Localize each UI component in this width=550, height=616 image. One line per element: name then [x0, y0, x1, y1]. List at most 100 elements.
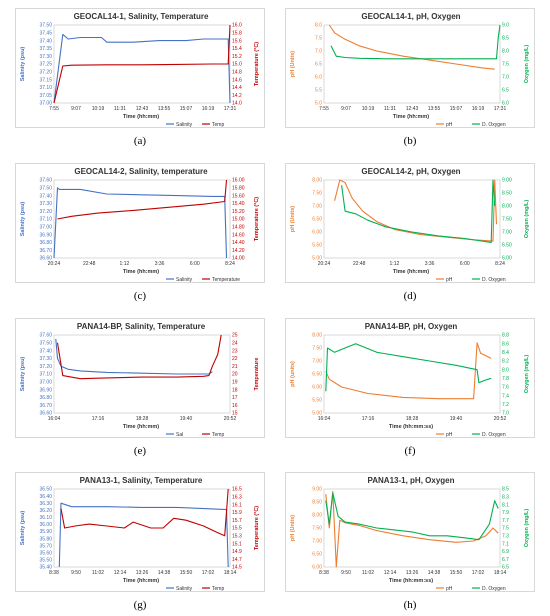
x-tick-label: 13:55 — [158, 106, 171, 112]
y-right-tick-label: 16.0 — [232, 23, 242, 29]
caption-f: (f) — [404, 445, 416, 457]
y-right-tick-label: 16.3 — [232, 495, 242, 501]
x-axis-label: Time (hh:mm:ss) — [389, 578, 433, 584]
x-axis-label: Time (hh:mm) — [123, 269, 159, 275]
x-tick-label: 9:50 — [341, 570, 351, 576]
x-tick-label: 20:52 — [224, 416, 237, 422]
y-left-tick-label: 36.60 — [39, 411, 52, 417]
plot-area — [323, 179, 501, 259]
y-left-tick-label: 37.50 — [39, 186, 52, 192]
y-right-axis-label: Oxygen (mg/L) — [524, 45, 530, 84]
y-left-tick-label: 6.00 — [312, 385, 322, 391]
y-left-tick-label: 5.50 — [312, 243, 322, 249]
y-left-tick-label: 7.00 — [312, 359, 322, 365]
y-right-tick-label: 7.8 — [502, 376, 509, 382]
y-left-tick-label: 37.40 — [39, 38, 52, 44]
y-left-tick-label: 9.00 — [312, 487, 322, 493]
y-left-tick-label: 7.50 — [312, 346, 322, 352]
x-tick-label: 16:19 — [472, 106, 485, 112]
y-right-axis-label: Oxygen (mg/L) — [524, 509, 530, 548]
y-right-tick-label: 6.7 — [502, 557, 509, 563]
x-tick-label: 10:19 — [92, 106, 105, 112]
x-tick-label: 20:52 — [494, 416, 507, 422]
y-left-tick-label: 37.25 — [39, 62, 52, 68]
y-right-tick-label: 14.6 — [232, 77, 242, 83]
caption-h: (h) — [403, 599, 417, 611]
y-right-tick-label: 15.2 — [232, 54, 242, 60]
series-line — [325, 342, 492, 400]
x-axis-label: Time (hh:mm) — [123, 578, 159, 584]
y-left-tick-label: 35.50 — [39, 558, 52, 564]
y-left-tick-label: 6.50 — [312, 552, 322, 558]
y-left-tick-label: 7.00 — [312, 539, 322, 545]
y-left-tick-label: 8.00 — [312, 513, 322, 519]
x-tick-label: 13:55 — [428, 106, 441, 112]
legend-label: pH — [446, 586, 453, 592]
chart-title: PANA13-1, Salinity, Temperature — [80, 476, 203, 485]
y-right-tick-label: 8.8 — [502, 333, 509, 339]
legend-label: D. Oxygen — [482, 432, 506, 438]
y-left-tick-label: 8.00 — [312, 178, 322, 184]
chart-svg: PANA14-BP, Salinity, Temperature 36.60 36.… — [20, 322, 260, 438]
y-right-tick-label: 8.1 — [502, 502, 509, 508]
y-left-axis-label: pH (Units) — [290, 515, 296, 541]
y-left-tick-label: 37.40 — [39, 193, 52, 199]
legend-label: D. Oxygen — [482, 586, 506, 592]
y-left-tick-label: 37.60 — [39, 178, 52, 184]
series-line — [58, 502, 229, 568]
y-right-tick-label: 8.2 — [502, 359, 509, 365]
legend-label: Temp — [212, 122, 224, 128]
plot-area — [53, 179, 231, 259]
y-left-tick-label: 37.50 — [39, 23, 52, 29]
x-tick-label: 7:55 — [49, 106, 59, 112]
y-right-tick-label: 8.6 — [502, 341, 509, 347]
x-tick-label: 15:07 — [180, 106, 193, 112]
x-tick-label: 17:31 — [224, 106, 237, 112]
y-right-tick-label: 22 — [232, 356, 238, 362]
y-right-tick-label: 7.6 — [502, 385, 509, 391]
y-right-tick-label: 9.0 — [502, 23, 509, 29]
legend-label: D. Oxygen — [482, 122, 506, 128]
y-right-tick-label: 15.6 — [232, 38, 242, 44]
y-left-tick-label: 36.40 — [39, 494, 52, 500]
y-left-axis-label: pH (Units) — [290, 51, 296, 77]
y-right-tick-label: 7.50 — [502, 217, 512, 223]
x-tick-label: 15:50 — [180, 570, 193, 576]
y-right-tick-label: 15.40 — [232, 201, 245, 207]
y-left-tick-label: 7.00 — [312, 204, 322, 210]
y-right-axis-label: Oxygen (mg/L) — [524, 200, 530, 239]
y-left-axis-label: Salinity (psu) — [20, 357, 26, 392]
x-tick-label: 19:40 — [450, 416, 463, 422]
y-left-tick-label: 6.5 — [315, 62, 322, 68]
y-left-tick-label: 36.70 — [39, 403, 52, 409]
x-axis-label: Time (hh:mm:ss) — [389, 424, 433, 430]
legend-label: Salinity — [176, 122, 193, 128]
y-right-tick-label: 14.00 — [232, 256, 245, 262]
y-left-tick-label: 8.50 — [312, 500, 322, 506]
x-tick-label: 9:50 — [71, 570, 81, 576]
series-line — [341, 179, 496, 243]
plot-area — [53, 334, 231, 414]
x-tick-label: 13:26 — [406, 570, 419, 576]
x-tick-label: 12:14 — [114, 570, 127, 576]
legend-label: Salinity — [176, 277, 193, 283]
y-right-tick-label: 8.5 — [502, 36, 509, 42]
x-tick-label: 8:38 — [319, 570, 329, 576]
y-right-tick-label: 14.80 — [232, 225, 245, 231]
caption-c: (c) — [133, 290, 147, 302]
y-right-tick-label: 15.4 — [232, 46, 242, 52]
chart-svg: PANA14-BP, pH, Oxygen 5.00 5.50 6.00 6.50 7.0… — [290, 322, 530, 438]
x-tick-label: 3:36 — [155, 261, 165, 267]
chart-panel-e: PANA14-BP, Salinity, Temperature 36.60 36.… — [15, 318, 265, 438]
y-left-tick-label: 35.80 — [39, 536, 52, 542]
y-right-tick-label: 6.50 — [502, 243, 512, 249]
caption-e: (e) — [133, 445, 147, 457]
y-right-tick-label: 16 — [232, 403, 238, 409]
y-right-tick-label: 14.9 — [232, 549, 242, 555]
x-tick-label: 11:31 — [114, 106, 126, 112]
y-left-tick-label: 36.20 — [39, 508, 52, 514]
y-left-tick-label: 6.0 — [315, 75, 322, 81]
series-line — [325, 343, 492, 392]
x-tick-label: 18:28 — [136, 416, 149, 422]
chart-title: PANA14-BP, pH, Oxygen — [365, 322, 458, 331]
